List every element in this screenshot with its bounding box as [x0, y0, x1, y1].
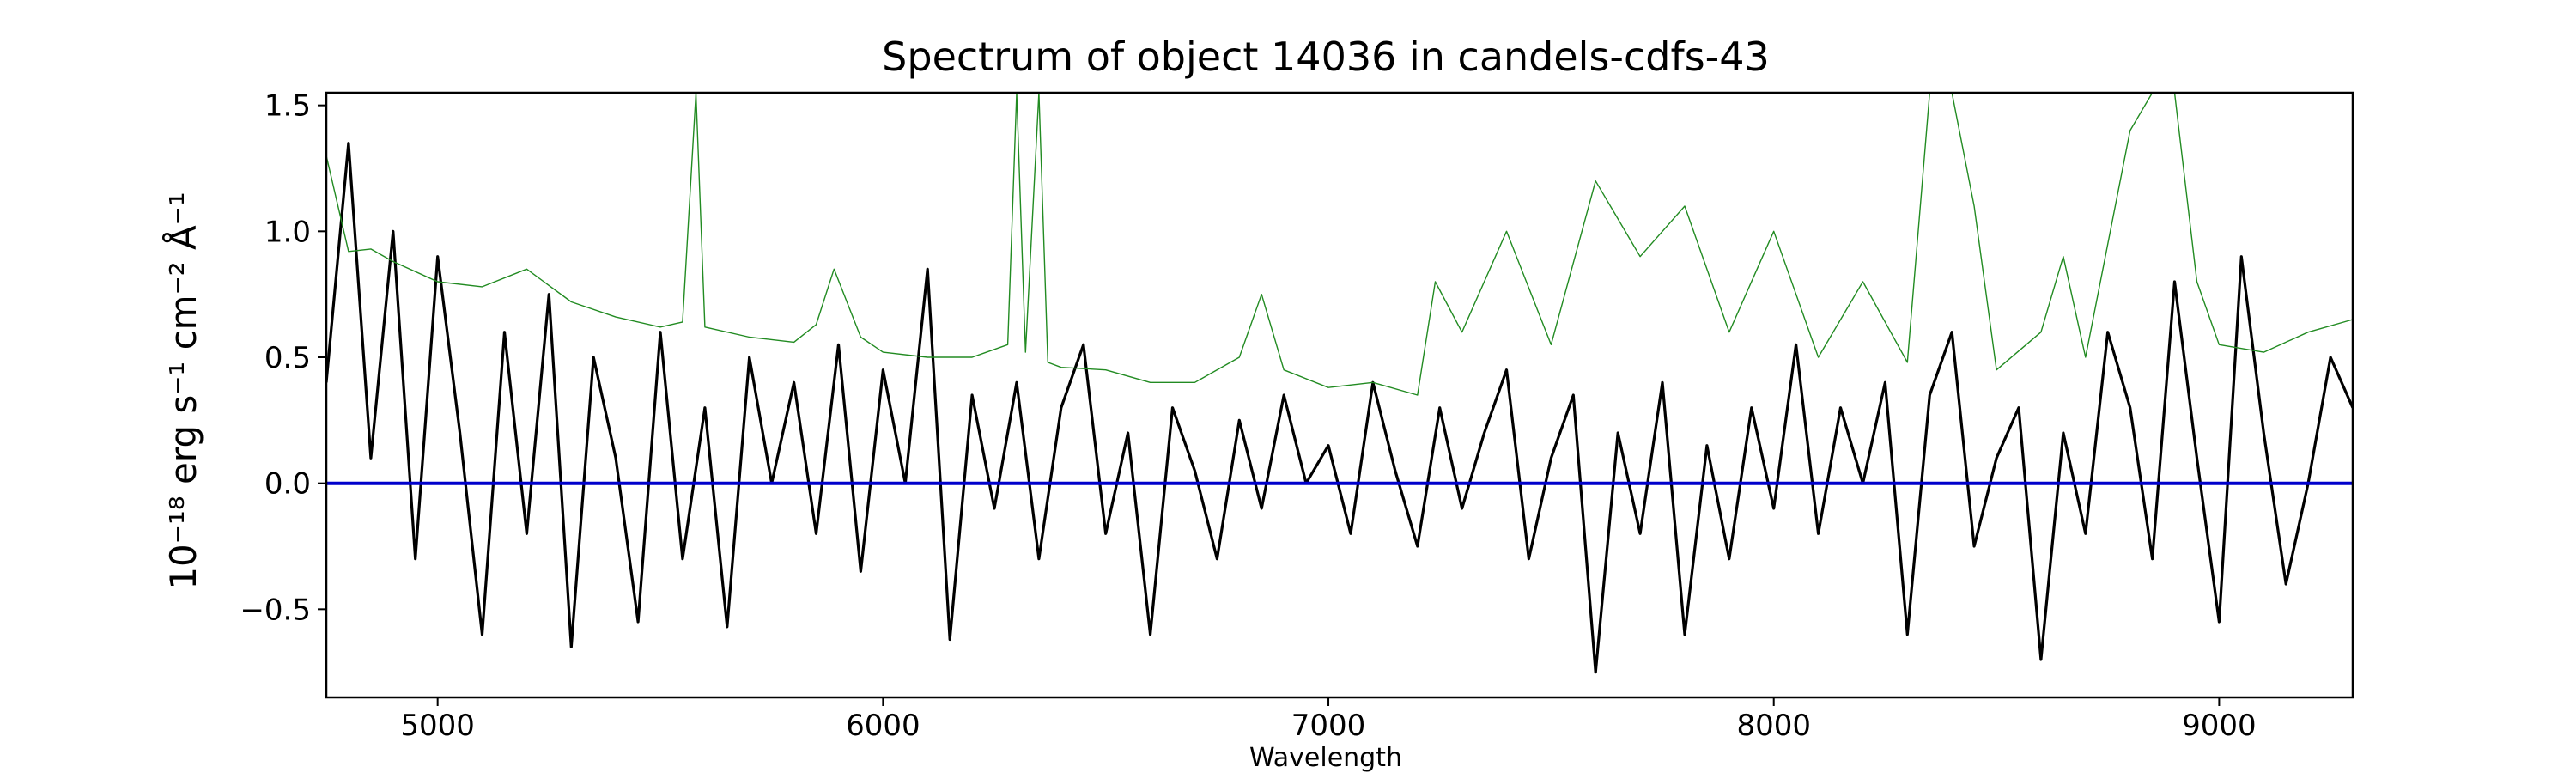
y-tick-label: −0.5: [240, 593, 311, 627]
y-tick-label: 0.5: [264, 341, 311, 375]
plot-area: [325, 91, 2354, 699]
x-tick-label: 7000: [1291, 709, 1366, 743]
x-axis-label: Wavelength: [1249, 743, 1402, 773]
x-tick-label: 5000: [400, 709, 475, 743]
series-line-error: [325, 92, 2354, 396]
x-tick-label: 8000: [1736, 709, 1811, 743]
y-axis-ticks: −0.5 0.0 0.5 1.0 1.5: [240, 89, 326, 627]
series-line-flux: [325, 142, 2354, 674]
y-tick-label: 1.0: [264, 215, 311, 249]
x-tick-label: 6000: [846, 709, 920, 743]
series-group: [325, 92, 2354, 674]
y-axis-label: 10⁻¹⁸ erg s⁻¹ cm⁻² Å⁻¹: [161, 192, 204, 589]
plot-frame: [325, 91, 2354, 699]
y-tick-label: 1.5: [264, 89, 311, 124]
x-tick-label: 9000: [2182, 709, 2257, 743]
y-tick-label: 0.0: [264, 467, 311, 502]
chart-title: Spectrum of object 14036 in candels-cdfs…: [882, 33, 1770, 80]
x-axis-ticks: 5000 6000 7000 8000 9000: [400, 697, 2257, 743]
